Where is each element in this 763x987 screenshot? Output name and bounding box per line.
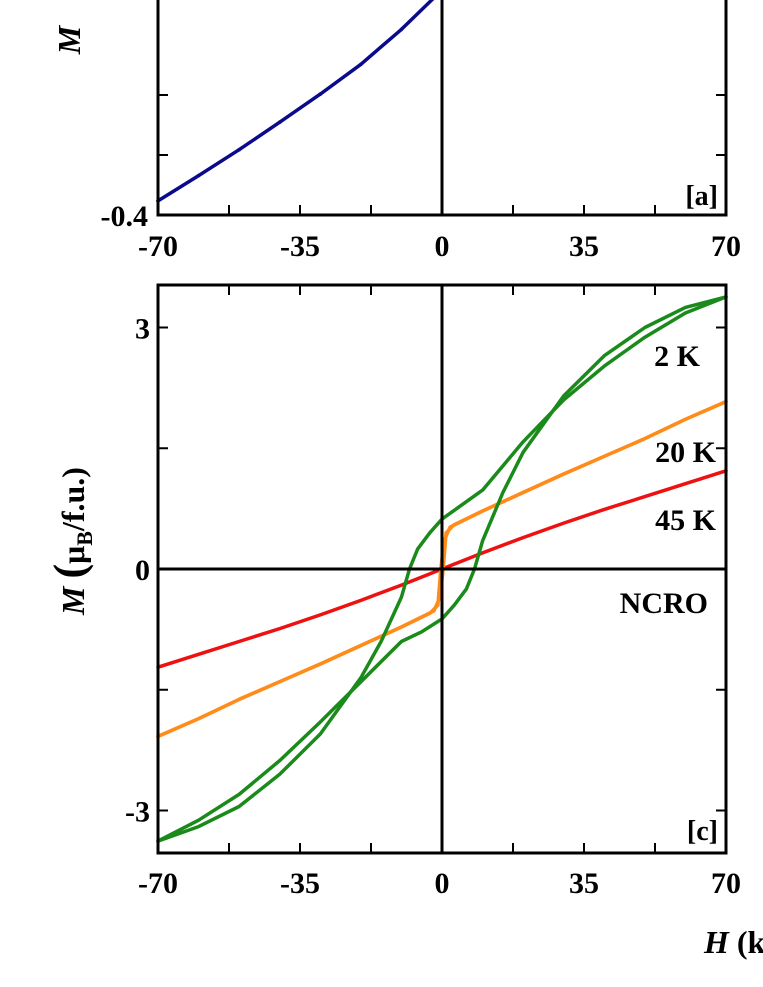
- panel-c-x-axis-title: H (k: [703, 924, 763, 960]
- sample-label: NCRO: [620, 587, 708, 620]
- panel-c-y-axis-title: M(μB/f.u.): [45, 467, 97, 616]
- panel-c-x-tick-label: 35: [569, 867, 599, 900]
- panel-c-y-tick-label: 0: [135, 554, 150, 587]
- panel-c-x-tick-label: 0: [435, 867, 450, 900]
- panel-a-data-point: [318, 92, 323, 96]
- panel-c-y-tick-label: -3: [125, 796, 150, 829]
- panel-a-series-line: [156, 0, 435, 203]
- panel-a-data-point: [237, 147, 241, 152]
- panel-c-x-tick-label: -35: [280, 867, 320, 900]
- panel-a-y-axis-title: M: [51, 24, 87, 55]
- curve-2k-descending: [156, 295, 728, 843]
- panel-c: 30-3 -70 -35 0 35 70 2 K 20 K 45 K NCRO [c] …: [45, 283, 763, 960]
- panel-a: -0.4 -70 -35 0 35 70 [a] M: [51, 0, 741, 263]
- label-20k: 20 K: [655, 436, 717, 469]
- panel-a-data-point: [277, 120, 282, 124]
- curve-2k-ascending: [156, 295, 728, 843]
- panel-a-x-tick-label: -70: [138, 230, 178, 263]
- panel-a-x-tick-label: -35: [280, 230, 320, 263]
- panel-a-y-tick-label: -0.4: [101, 200, 149, 233]
- panel-c-x-tick-label: -70: [138, 867, 178, 900]
- label-2k: 2 K: [654, 340, 701, 373]
- panel-a-x-tick-label: 0: [435, 230, 450, 263]
- panel-a-data-point: [196, 173, 201, 178]
- panel-a-x-tick-label: 70: [711, 230, 741, 263]
- panel-a-data-point: [359, 62, 363, 67]
- panel-a-x-tick-label: 35: [569, 230, 599, 263]
- panel-c-y-tick-label: 3: [135, 313, 150, 346]
- panel-a-data-point: [399, 27, 404, 32]
- panel-a-tag: [a]: [685, 181, 718, 212]
- label-45k: 45 K: [655, 504, 717, 537]
- panel-c-x-tick-label: 70: [711, 867, 741, 900]
- panel-c-tag: [c]: [687, 816, 718, 847]
